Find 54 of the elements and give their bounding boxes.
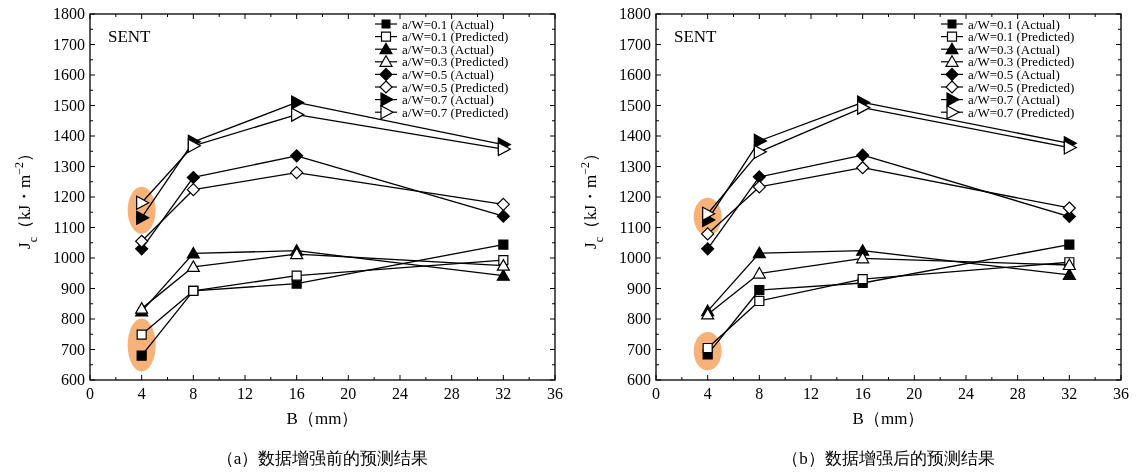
x-tick-label: 36: [1113, 385, 1129, 402]
legend-label: a/W=0.1 (Actual): [402, 16, 494, 32]
x-tick-label: 32: [1061, 385, 1078, 402]
x-tick-label: 24: [392, 385, 408, 402]
y-tick-label: 1400: [619, 127, 651, 144]
x-axis-title: B（mm）: [852, 409, 925, 428]
x-tick-label: 12: [237, 385, 253, 402]
y-tick-label: 1000: [53, 249, 85, 266]
y-tick-label: 1300: [53, 157, 85, 175]
y-tick-label: 1500: [53, 96, 85, 114]
x-tick-label: 32: [495, 385, 512, 402]
y-tick-label: 1500: [619, 96, 651, 114]
x-tick-label: 20: [340, 385, 357, 402]
x-tick-label: 16: [854, 385, 871, 402]
y-tick-label: 1400: [53, 127, 85, 144]
y-tick-label: 1200: [619, 188, 651, 205]
y-tick-label: 1600: [53, 66, 85, 83]
x-tick-label: 0: [652, 385, 660, 402]
y-tick-label: 1600: [619, 66, 651, 83]
x-tick-label: 28: [443, 385, 460, 402]
y-tick-label: 1200: [53, 188, 85, 205]
y-tick-label: 1700: [619, 35, 651, 53]
y-tick-label: 900: [61, 279, 85, 297]
x-tick-label: 4: [137, 385, 146, 402]
y-tick-label: 1300: [619, 157, 651, 175]
x-tick-label: 16: [288, 385, 305, 402]
text: （b）数据增强后的预测结果: [782, 449, 995, 468]
y-tick-label: 800: [627, 310, 651, 327]
x-tick-label: 0: [86, 385, 94, 402]
y-tick-label: 1100: [53, 218, 85, 236]
y-tick-label: 600: [61, 371, 85, 388]
x-tick-label: 8: [189, 385, 198, 402]
y-tick-label: 600: [627, 371, 651, 388]
y-tick-label: 1000: [619, 249, 651, 266]
legend-label: a/W=0.1 (Actual): [968, 16, 1060, 32]
y-tick-label: 1800: [53, 5, 85, 22]
y-tick-label: 700: [627, 340, 651, 358]
text: （a）数据增强前的预测结果: [216, 449, 429, 468]
y-tick-label: 800: [61, 310, 85, 327]
y-tick-label: 900: [627, 279, 651, 297]
x-tick-label: 4: [703, 385, 712, 402]
x-tick-label: 24: [958, 385, 974, 402]
x-tick-label: 36: [547, 385, 563, 402]
x-axis-title: B（mm）: [286, 409, 359, 428]
y-tick-label: 700: [61, 340, 85, 358]
y-tick-label: 1700: [53, 35, 85, 53]
x-tick-label: 12: [803, 385, 819, 402]
annotation: SENT: [674, 27, 718, 46]
y-tick-label: 1800: [619, 5, 651, 22]
y-tick-label: 1100: [619, 218, 651, 236]
x-tick-label: 20: [906, 385, 923, 402]
x-tick-label: 28: [1009, 385, 1026, 402]
x-tick-label: 8: [755, 385, 764, 402]
annotation: SENT: [108, 27, 152, 46]
